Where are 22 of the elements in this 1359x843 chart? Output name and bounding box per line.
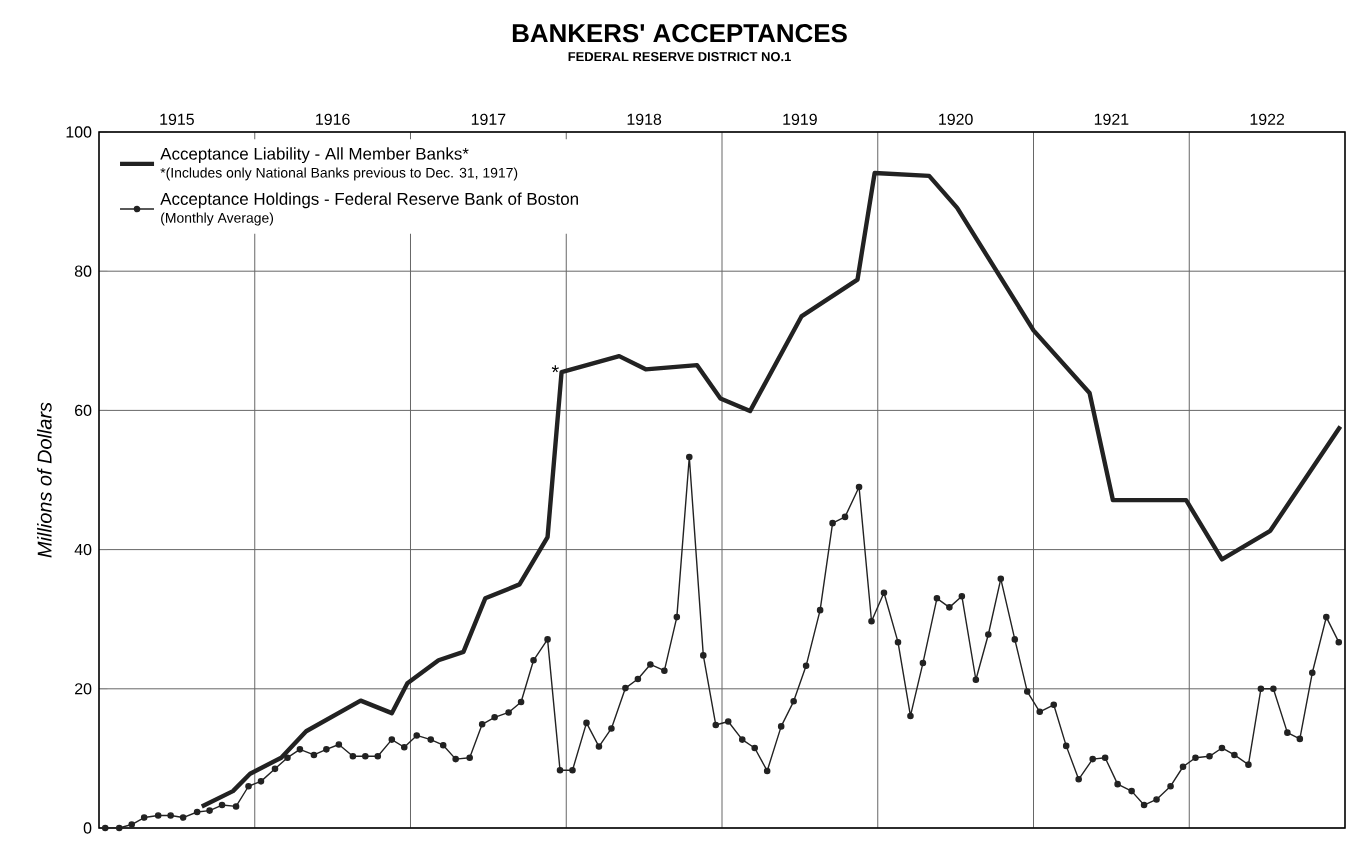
x-tick-label: 1922 xyxy=(1250,113,1285,125)
x-tick-label: 1917 xyxy=(471,113,506,125)
legend-label: Acceptance Holdings - Federal Reserve Bank of Boston xyxy=(160,192,578,209)
y-tick-label: 40 xyxy=(74,543,92,556)
x-tick-label: 1918 xyxy=(627,113,662,125)
annotation: (Monthly Average) xyxy=(161,212,274,226)
chart-subtitle: FEDERAL RESERVE DISTRICT NO.1 xyxy=(568,52,791,62)
x-tick-label: 1916 xyxy=(316,113,350,125)
annotation: *(Includes only National Banks previous to Dec. 31, 1917) xyxy=(160,167,518,181)
annotation: * xyxy=(551,365,559,373)
x-tick-label: 1915 xyxy=(160,113,194,125)
y-tick-label: 60 xyxy=(75,404,92,417)
y-tick-label: 80 xyxy=(74,265,92,277)
y-tick-label: 100 xyxy=(66,126,92,138)
y-tick-label: 0 xyxy=(83,822,92,834)
x-tick-label: 1921 xyxy=(1094,113,1129,125)
x-tick-label: 1920 xyxy=(939,113,973,125)
chart-title: BANKERS' ACCEPTANCES xyxy=(512,24,847,43)
legend-label: Acceptance Liability - All Member Banks* xyxy=(160,147,469,164)
y-axis-title: Millions of Dollars xyxy=(37,402,52,558)
y-tick-label: 20 xyxy=(75,683,92,695)
x-tick-label: 1919 xyxy=(783,113,817,125)
